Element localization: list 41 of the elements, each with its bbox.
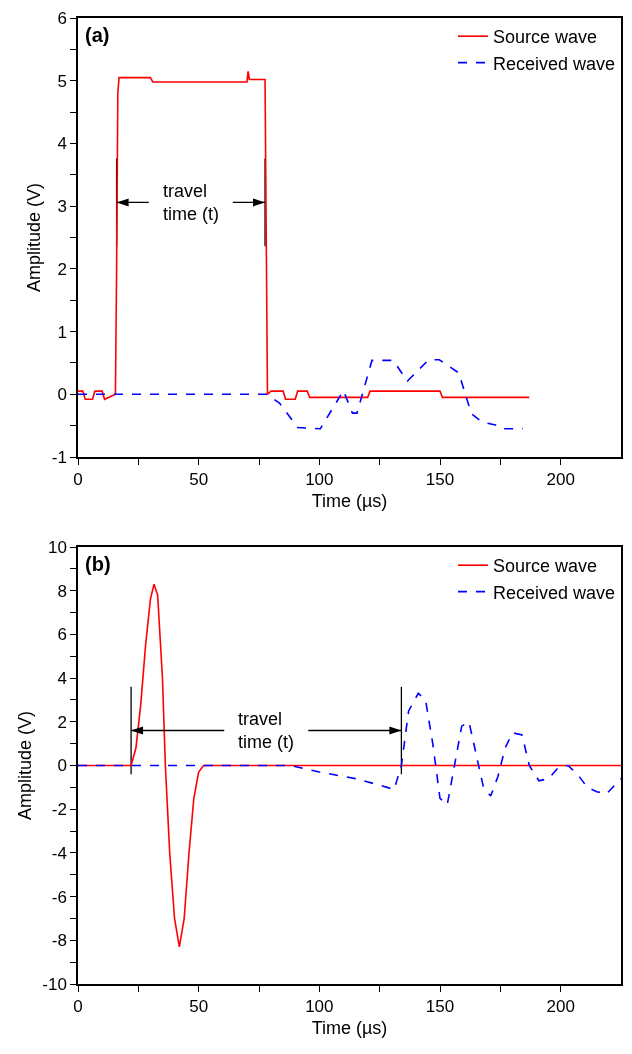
legend-label: Received wave: [493, 582, 616, 603]
y-tick-label: 0: [57, 756, 67, 776]
x-axis-title: Time (µs): [311, 490, 388, 511]
x-tick-label: 100: [305, 470, 334, 490]
y-tick-label: 2: [57, 259, 67, 279]
annotation: (a): [85, 24, 110, 46]
y-tick-label: -8: [51, 931, 67, 951]
legend-label: Source wave: [493, 27, 598, 48]
y-tick-label: 0: [57, 385, 67, 405]
y-tick-label: 3: [57, 197, 67, 217]
y-tick-label: 4: [57, 669, 67, 689]
y-tick-label: -10: [42, 974, 67, 994]
annotation: (b): [85, 553, 111, 575]
x-tick-label: 0: [73, 997, 83, 1017]
x-tick-label: 100: [305, 997, 334, 1017]
y-tick-label: 4: [57, 134, 67, 154]
ref-line-label: travel time (t): [238, 709, 294, 753]
y-tick-label: -4: [51, 843, 67, 863]
y-tick-label: 2: [57, 712, 67, 732]
y-tick-label: 1: [57, 322, 67, 342]
y-tick-label: 10: [47, 537, 67, 557]
y-tick-label: 8: [57, 581, 67, 601]
x-tick-label: 0: [73, 470, 83, 490]
x-tick-label: 50: [189, 470, 209, 490]
y-axis-title: Amplitude (V): [14, 710, 35, 821]
x-tick-label: 50: [189, 997, 209, 1017]
ref-line-label: travel time (t): [163, 181, 219, 225]
y-tick-label: -1: [51, 447, 67, 467]
x-tick-label: 200: [546, 997, 575, 1017]
legend-label: Received wave: [493, 53, 616, 74]
y-tick-label: 5: [57, 71, 67, 91]
x-tick-label: 200: [546, 470, 575, 490]
y-tick-label: -2: [51, 800, 67, 820]
y-axis-title: Amplitude (V): [24, 182, 45, 293]
y-tick-label: -6: [51, 887, 67, 907]
x-tick-label: 150: [425, 997, 455, 1017]
x-tick-label: 150: [425, 470, 455, 490]
legend-label: Source wave: [493, 556, 598, 577]
y-tick-label: 6: [57, 625, 67, 645]
x-axis-title: Time (µs): [311, 1017, 388, 1038]
y-tick-label: 6: [57, 8, 67, 28]
